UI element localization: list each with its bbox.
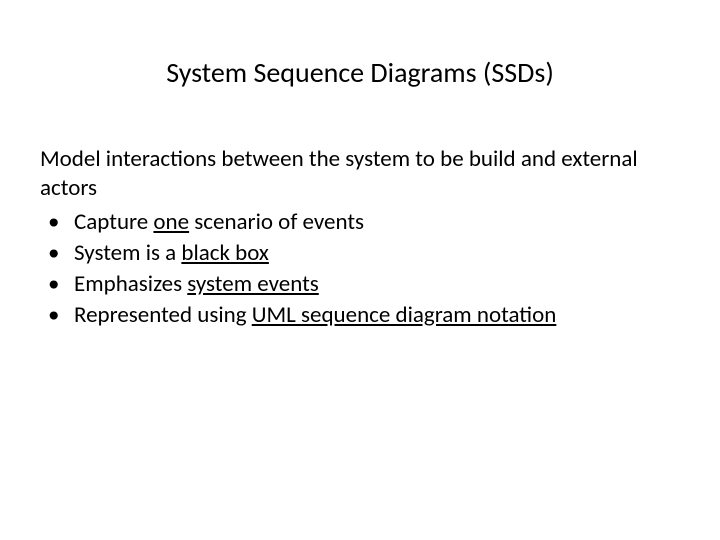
bullet-list: Capture one scenario of events System is…	[40, 207, 680, 331]
bullet-text-underline: system events	[187, 270, 319, 298]
list-item: Capture one scenario of events	[40, 207, 680, 238]
slide-title: System Sequence Diagrams (SSDs)	[40, 55, 680, 90]
bullet-text-pre: Capture	[74, 208, 153, 236]
list-item: Emphasizes system events	[40, 269, 680, 300]
bullet-text-underline: one	[153, 208, 189, 236]
bullet-text-underline: black box	[181, 239, 269, 267]
bullet-text-post: scenario of events	[189, 208, 364, 236]
bullet-text-pre: Emphasizes	[74, 270, 187, 298]
intro-text: Model interactions between the system to…	[40, 145, 680, 203]
slide: System Sequence Diagrams (SSDs) Model in…	[0, 0, 720, 540]
bullet-text-underline: UML sequence diagram notation	[252, 301, 557, 329]
bullet-text-pre: System is a	[74, 239, 181, 267]
list-item: Represented using UML sequence diagram n…	[40, 300, 680, 331]
bullet-text-pre: Represented using	[74, 301, 252, 329]
list-item: System is a black box	[40, 238, 680, 269]
